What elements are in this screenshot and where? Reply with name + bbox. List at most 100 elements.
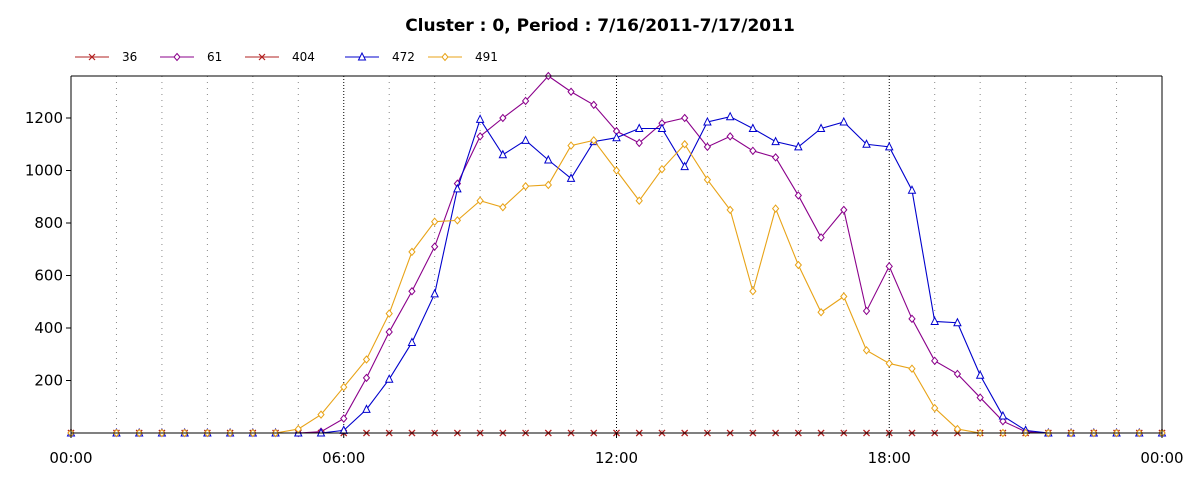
data-point (521, 181, 530, 191)
data-point (357, 51, 367, 61)
data-point (362, 355, 371, 364)
data-point (703, 175, 712, 184)
data-point (884, 141, 894, 151)
data-point (384, 374, 394, 383)
data-point (862, 346, 871, 355)
data-point (499, 202, 507, 212)
data-point (703, 142, 712, 152)
legend-item-36: 36 (75, 50, 137, 64)
legend-label: 491 (475, 50, 498, 64)
data-point (794, 141, 803, 151)
data-point (931, 356, 939, 366)
legend-label: 404 (292, 50, 315, 64)
data-point (998, 410, 1008, 420)
data-point (544, 154, 553, 164)
data-point (634, 123, 644, 132)
data-point (953, 317, 962, 327)
chart-title: Cluster : 0, Period : 7/16/2011-7/17/201… (405, 16, 795, 36)
data-point (340, 414, 348, 423)
data-point (748, 123, 758, 132)
data-point (498, 149, 508, 159)
series-layer (66, 71, 1167, 438)
data-point (885, 359, 893, 368)
data-point (521, 96, 530, 106)
y-tick-label: 1200 (25, 109, 63, 127)
data-point (931, 403, 939, 413)
data-point (566, 173, 576, 182)
data-point (885, 262, 893, 271)
series-61 (67, 71, 1166, 438)
data-point (430, 288, 439, 298)
data-point (908, 314, 916, 324)
data-point (839, 116, 849, 126)
data-point (567, 141, 575, 150)
data-point (567, 87, 575, 97)
data-point (816, 123, 826, 132)
legend: 36 61 404 472 491 (75, 50, 498, 64)
data-point (258, 53, 266, 61)
data-point (475, 114, 485, 123)
tick-labels: 200 400 600 800 1000 1200 00:00 06:00 12:00 18:00… (25, 109, 1184, 467)
data-point (476, 132, 484, 141)
legend-label: 472 (392, 50, 415, 64)
data-point (749, 286, 757, 296)
data-point (953, 369, 962, 379)
legend-item-61: 61 (160, 50, 222, 64)
legend-label: 61 (207, 50, 222, 64)
x-tick-label: 00:00 (1140, 449, 1183, 467)
data-point (840, 205, 848, 215)
data-point (453, 183, 462, 193)
data-point (771, 204, 780, 213)
data-point (749, 146, 757, 156)
data-point (862, 306, 871, 316)
data-point (317, 410, 325, 419)
data-point (441, 52, 449, 62)
x-tick-label: 12:00 (595, 449, 638, 467)
data-point (173, 52, 181, 62)
data-point (385, 309, 393, 318)
data-point (726, 205, 734, 215)
data-point (907, 185, 917, 194)
legend-item-472: 472 (345, 50, 415, 64)
data-point (817, 307, 825, 317)
data-point (385, 327, 393, 337)
data-point (771, 153, 780, 162)
legend-item-491: 491 (428, 50, 498, 64)
data-point (681, 139, 689, 149)
data-point (590, 100, 598, 110)
data-point (431, 217, 439, 226)
data-point (976, 393, 984, 402)
y-tick-label: 400 (34, 319, 63, 337)
y-tick-label: 800 (34, 214, 63, 232)
data-point (794, 191, 802, 200)
x-tick-label: 18:00 (868, 449, 911, 467)
data-point (635, 196, 643, 205)
data-point (340, 382, 348, 392)
data-point (612, 166, 621, 175)
data-point (840, 292, 848, 301)
data-point (703, 116, 712, 126)
data-point (408, 247, 416, 257)
data-point (521, 135, 530, 144)
data-point (794, 260, 802, 270)
data-point (657, 123, 667, 132)
data-point (590, 136, 598, 145)
data-point (544, 180, 552, 190)
x-tick-label: 06:00 (322, 449, 365, 467)
y-tick-label: 600 (34, 267, 63, 285)
data-point (817, 233, 825, 242)
legend-item-404: 404 (245, 50, 315, 64)
data-point (726, 132, 734, 141)
data-point (908, 364, 916, 373)
grid-lines (115, 76, 1118, 433)
data-point (407, 337, 417, 346)
data-point (635, 138, 643, 148)
data-point (680, 161, 689, 171)
data-point (862, 139, 871, 148)
data-point (499, 113, 507, 123)
data-point (408, 286, 416, 296)
data-point (453, 216, 462, 225)
axes (66, 75, 1163, 438)
